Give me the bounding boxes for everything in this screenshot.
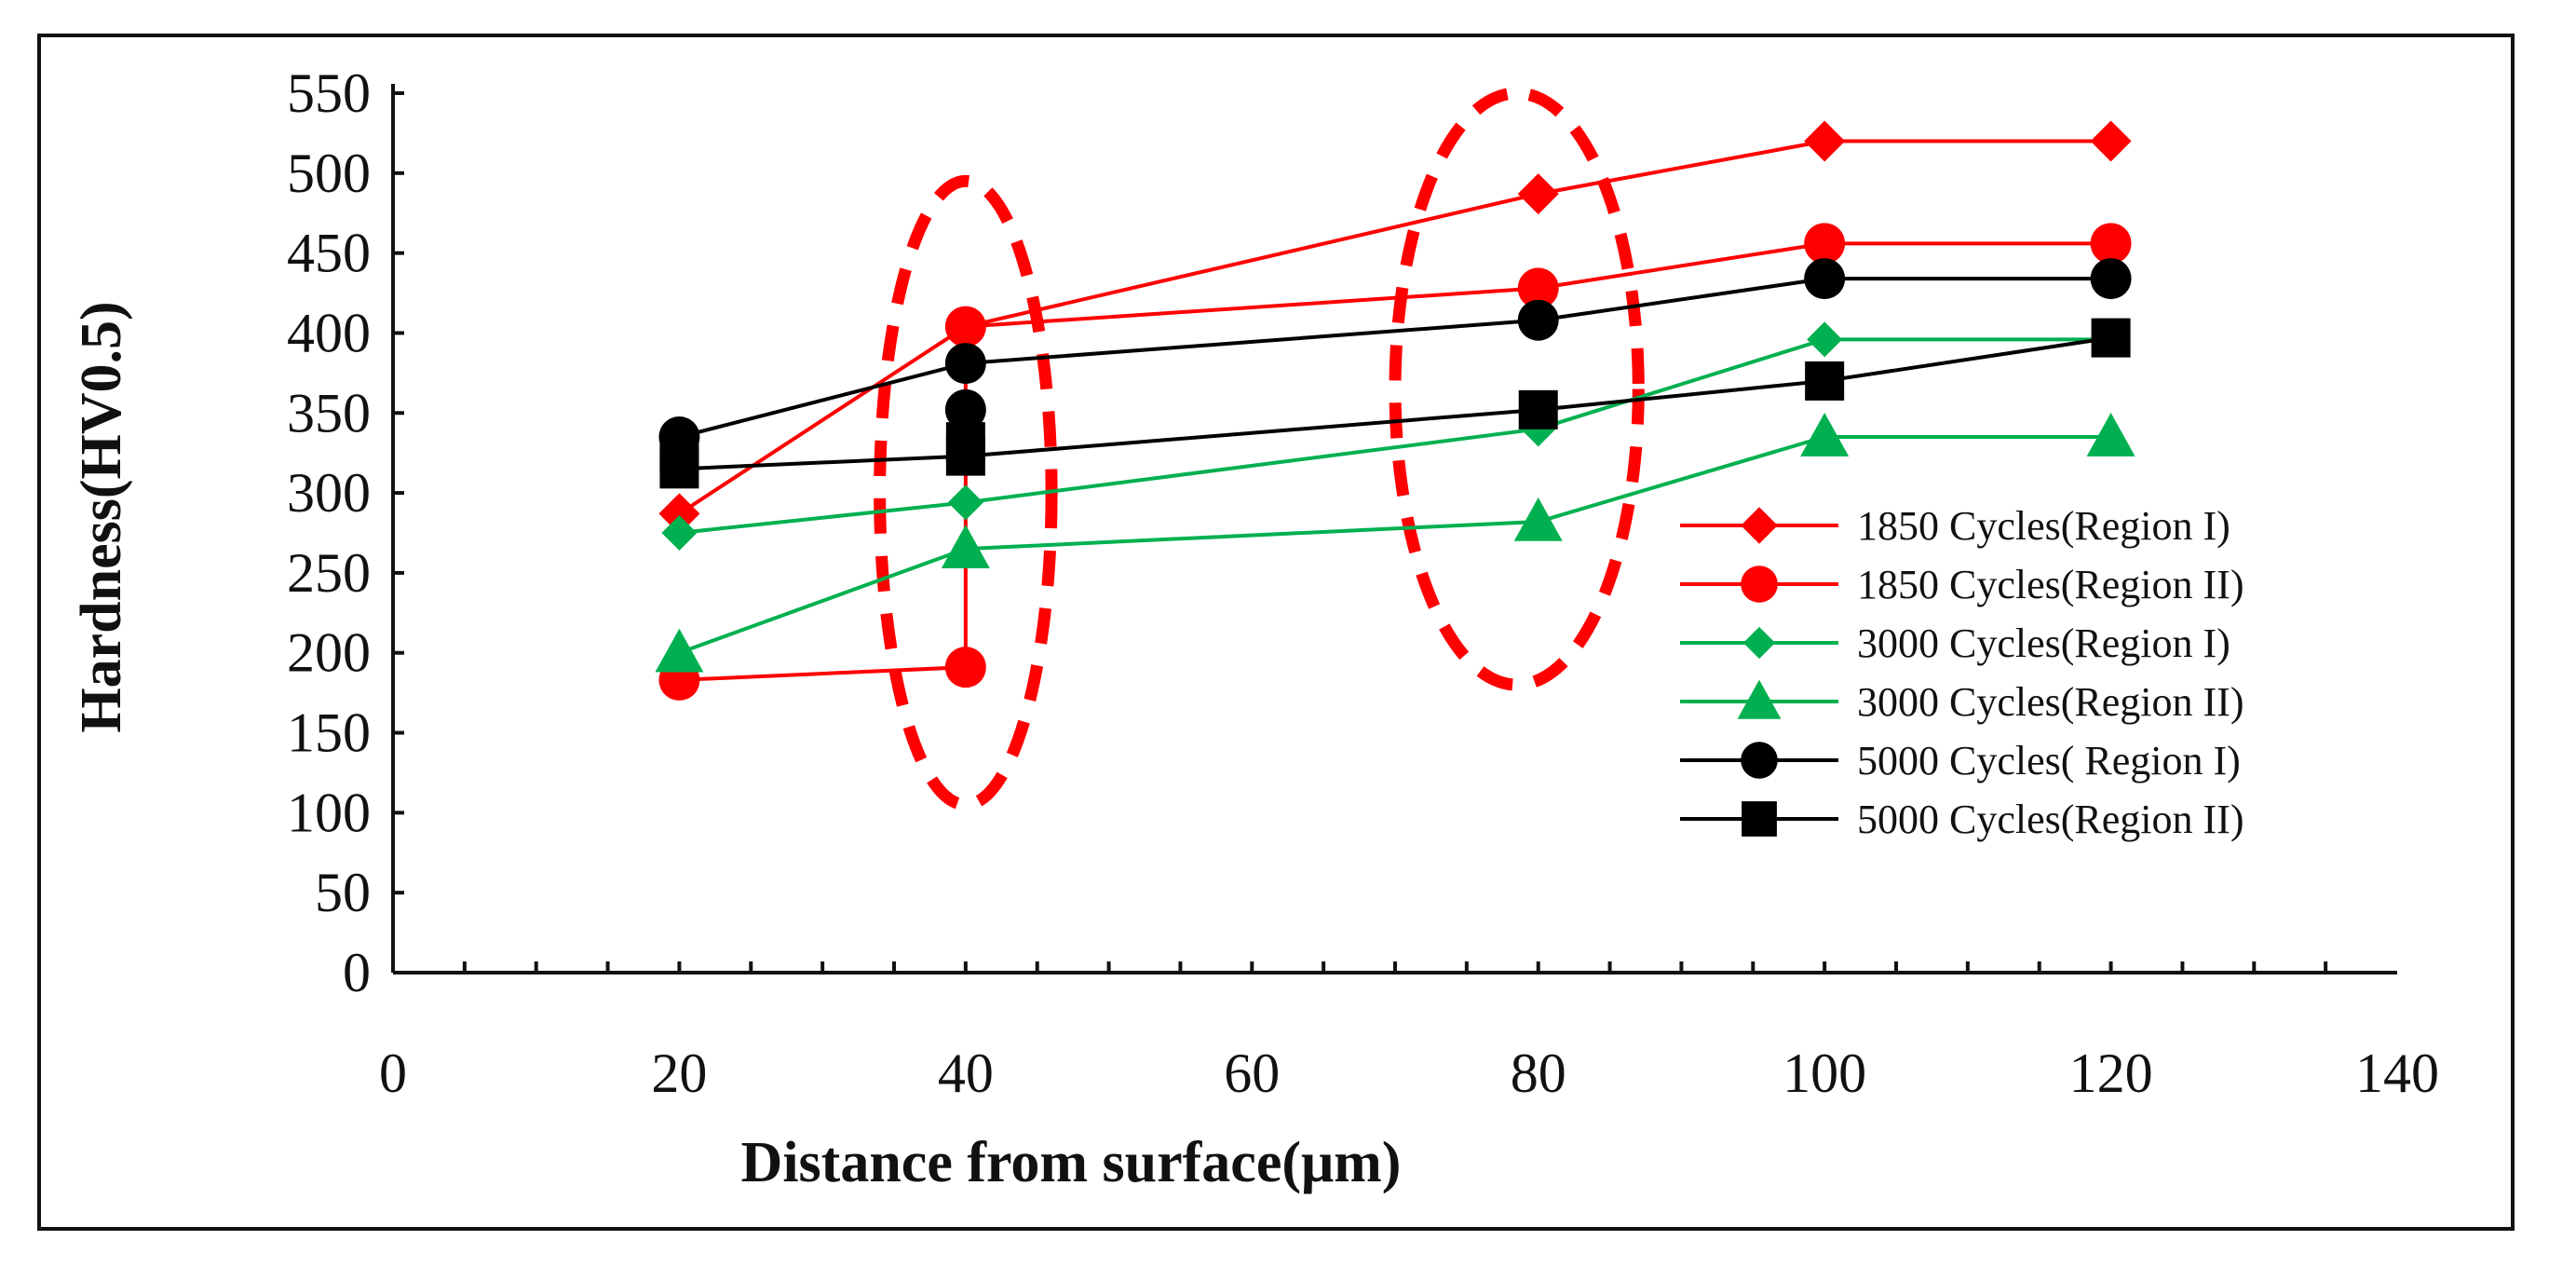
- legend-item: 3000 Cycles(Region II): [1680, 679, 2244, 725]
- triangle-marker: [941, 525, 990, 568]
- triangle-marker: [2086, 413, 2135, 457]
- y-tick-label: 350: [287, 382, 371, 443]
- square-marker: [659, 433, 699, 473]
- y-tick-label: 250: [287, 542, 371, 604]
- legend: 1850 Cycles(Region I) 1850 Cycles(Region …: [1680, 503, 2244, 842]
- legend-label: 5000 Cycles( Region I): [1857, 738, 2241, 784]
- legend-label: 5000 Cycles(Region II): [1857, 797, 2244, 842]
- y-tick-label: 200: [287, 622, 371, 684]
- x-axis-title: Distance from surface(μm): [741, 1131, 1402, 1194]
- series-2: [658, 223, 2132, 701]
- diamond-marker: [1742, 626, 1776, 660]
- square-marker: [1742, 801, 1777, 837]
- x-tick-label: 120: [2069, 1043, 2153, 1104]
- legend-item: 1850 Cycles(Region I): [1680, 503, 2230, 549]
- y-tick-label: 50: [315, 862, 371, 923]
- x-tick-label: 40: [938, 1043, 994, 1104]
- legend-item: 3000 Cycles(Region I): [1680, 620, 2230, 666]
- x-tick-label: 100: [1783, 1043, 1866, 1104]
- square-marker: [1805, 361, 1845, 401]
- circle-marker: [944, 343, 986, 385]
- y-tick-label: 100: [287, 782, 371, 843]
- legend-label: 1850 Cycles(Region I): [1857, 503, 2230, 549]
- circle-marker: [1517, 299, 1559, 341]
- series-line: [679, 241, 2111, 682]
- triangle-marker: [1737, 679, 1782, 719]
- y-tick-label: 500: [287, 143, 371, 204]
- tick-labels: 0 50 100 150 200 250 300 350 400 450 500 550 0 20 40 60…: [287, 62, 2439, 1104]
- diamond-marker: [2090, 120, 2132, 162]
- y-tick-label: 300: [287, 462, 371, 524]
- circle-marker: [1804, 223, 1846, 265]
- axes: [391, 84, 2397, 974]
- series-5: [658, 258, 2132, 458]
- diamond-marker: [661, 515, 698, 551]
- triangle-marker: [1513, 497, 1563, 541]
- square-marker: [2091, 318, 2131, 358]
- x-tick-label: 80: [1511, 1043, 1566, 1104]
- dashed-ellipse-annotation: [1389, 87, 1645, 691]
- circle-marker: [1517, 267, 1559, 309]
- y-tick-label: 0: [343, 942, 371, 1003]
- circle-marker: [944, 306, 986, 348]
- x-tick-label: 140: [2355, 1043, 2439, 1104]
- triangle-marker: [655, 628, 704, 673]
- diamond-marker: [947, 484, 983, 521]
- y-tick-label: 150: [287, 702, 371, 764]
- y-tick-label: 400: [287, 302, 371, 363]
- square-marker: [945, 422, 985, 462]
- circle-marker: [1741, 566, 1778, 603]
- circle-marker: [2090, 258, 2132, 300]
- series-4: [655, 413, 2135, 673]
- hardness-chart: 0 50 100 150 200 250 300 350 400 450 500 550 0 20 40 60…: [70, 62, 2439, 1194]
- legend-label: 3000 Cycles(Region I): [1857, 620, 2230, 666]
- legend-item: 5000 Cycles(Region II): [1680, 797, 2244, 842]
- diamond-marker: [1804, 120, 1846, 162]
- diamond-marker: [1807, 321, 1843, 358]
- diamond-marker: [1741, 507, 1778, 544]
- y-tick-label: 550: [287, 62, 371, 124]
- legend-item: 5000 Cycles( Region I): [1680, 738, 2241, 784]
- circle-marker: [1741, 742, 1778, 779]
- x-tick-label: 20: [651, 1043, 707, 1104]
- y-axis-title: Hardness(HV0.5): [70, 301, 133, 732]
- x-tick-label: 0: [379, 1043, 407, 1104]
- x-tick-label: 60: [1224, 1043, 1280, 1104]
- legend-label: 3000 Cycles(Region II): [1857, 679, 2244, 725]
- circle-marker: [944, 647, 986, 688]
- y-tick-label: 450: [287, 223, 371, 284]
- circle-marker: [1804, 258, 1846, 300]
- legend-label: 1850 Cycles(Region II): [1857, 562, 2244, 607]
- square-marker: [1518, 389, 1558, 429]
- legend-item: 1850 Cycles(Region II): [1680, 562, 2244, 607]
- triangle-marker: [1800, 413, 1850, 457]
- circle-marker: [944, 388, 986, 430]
- circle-marker: [2090, 223, 2132, 265]
- chart-frame: 0 50 100 150 200 250 300 350 400 450 500 550 0 20 40 60…: [37, 34, 2515, 1231]
- diamond-marker: [1517, 173, 1559, 215]
- diamond-marker: [658, 493, 700, 535]
- series-layer: [655, 120, 2135, 701]
